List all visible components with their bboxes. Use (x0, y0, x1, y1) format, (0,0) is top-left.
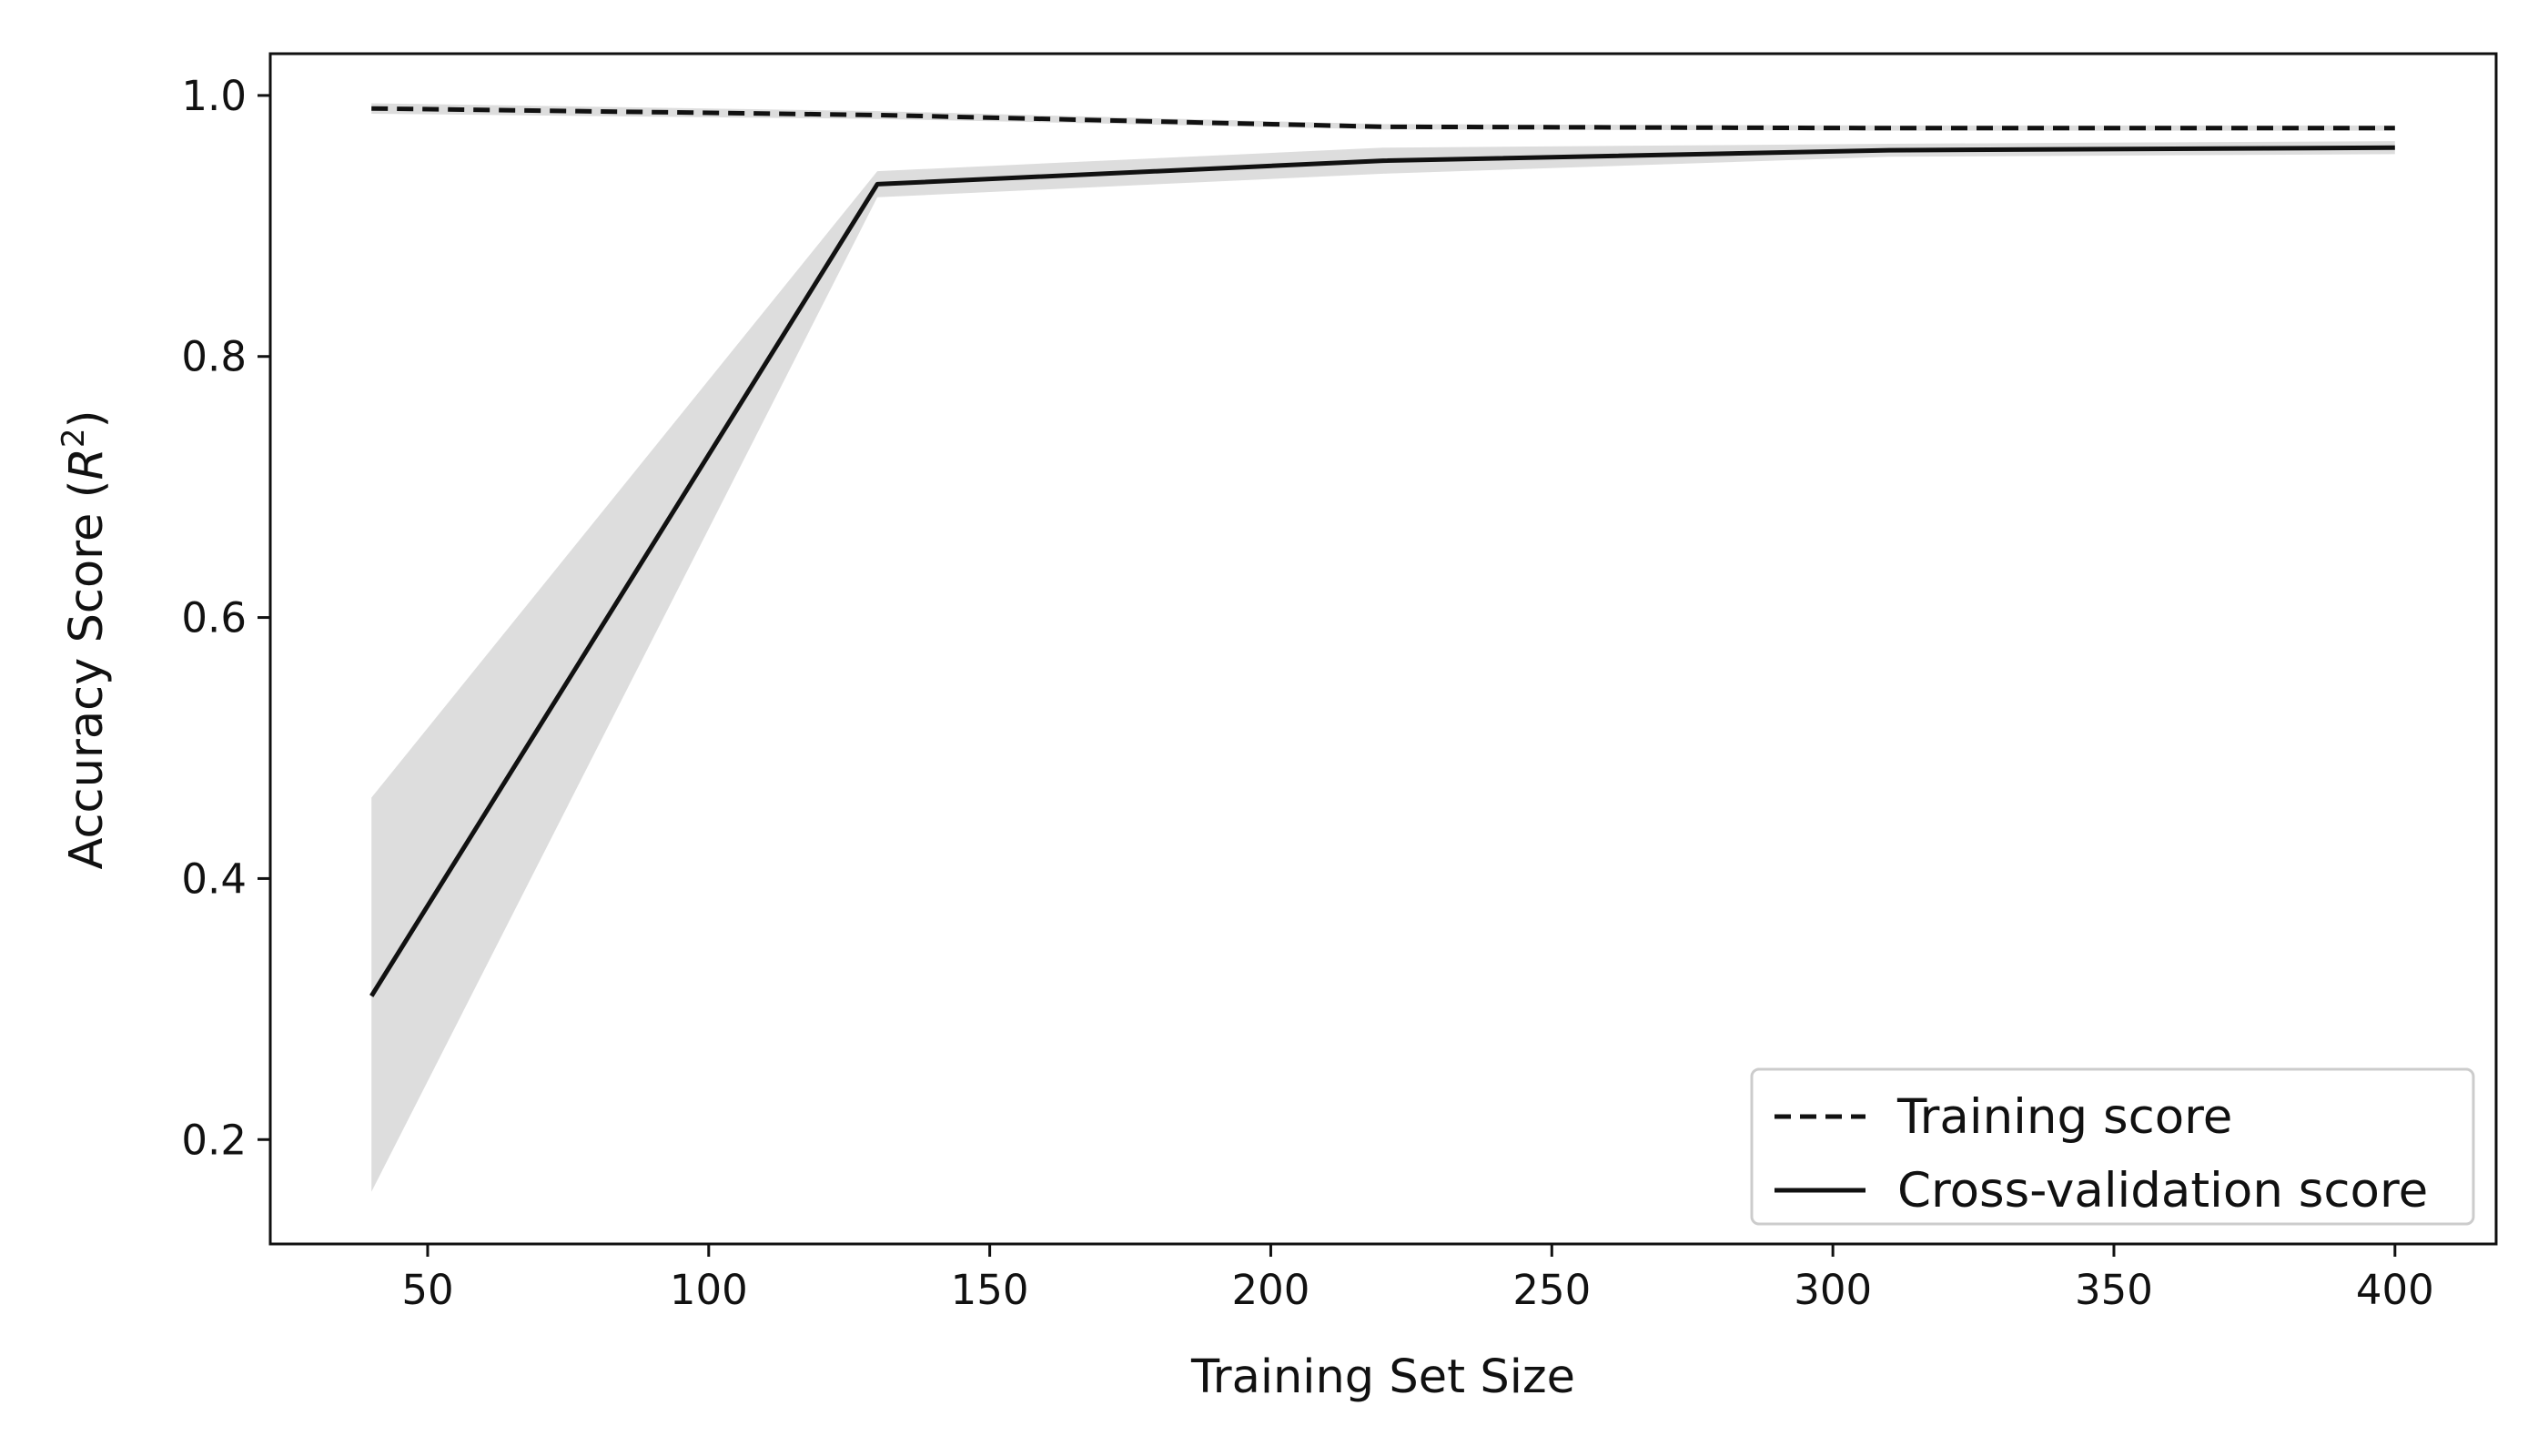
y-axis-label: Accuracy Score (R2) (56, 410, 114, 870)
x-tick-label: 200 (1232, 1266, 1310, 1314)
axis-ticks: 50 100 150 200 250 300 350 400 0.2 0.4 0.6 0.8 1.0 (181, 72, 2433, 1314)
point-training-score (2392, 126, 2398, 131)
point-training-score (369, 106, 374, 111)
y-axis-label-variable: R (60, 448, 114, 480)
band-cross-validation-score (371, 141, 2395, 1192)
x-tick-label: 300 (1794, 1266, 1872, 1314)
y-tick-label: 0.8 (181, 333, 247, 381)
y-axis-label-superscript: 2 (56, 428, 92, 448)
point-training-score (1380, 124, 1386, 129)
point-training-score (875, 112, 880, 117)
x-tick-label: 350 (2075, 1266, 2153, 1314)
point-cross-validation-score (1886, 147, 1892, 153)
y-tick-label: 0.2 (181, 1116, 247, 1164)
legend-label-cross-validation: Cross-validation score (1897, 1163, 2428, 1218)
y-axis-label-text: Accuracy Score ( (60, 480, 114, 869)
y-tick-label: 1.0 (181, 72, 247, 120)
x-tick-label: 150 (951, 1266, 1029, 1314)
x-tick-label: 250 (1512, 1266, 1591, 1314)
point-cross-validation-score (369, 994, 374, 999)
x-tick-label: 50 (401, 1266, 453, 1314)
x-tick-label: 100 (670, 1266, 748, 1314)
confidence-bands (371, 103, 2395, 1192)
point-cross-validation-score (2392, 145, 2398, 150)
x-axis-label: Training Set Size (1190, 1350, 1575, 1404)
point-cross-validation-score (875, 181, 880, 187)
point-cross-validation-score (1380, 158, 1386, 164)
legend-box (1750, 1067, 2475, 1226)
legend: Training score Cross-validation score (1750, 1067, 2475, 1226)
series-lines (369, 106, 2398, 999)
y-tick-label: 0.4 (181, 854, 247, 903)
legend-label-training: Training score (1896, 1089, 2232, 1145)
point-training-score (1886, 126, 1892, 131)
y-tick-label: 0.6 (181, 594, 247, 642)
y-axis-label-close: ) (60, 410, 114, 429)
plot-area-frame (268, 52, 2498, 1246)
line-training-score (371, 106, 2395, 131)
line-cross-validation-score (369, 145, 2395, 997)
x-tick-label: 400 (2356, 1266, 2434, 1314)
